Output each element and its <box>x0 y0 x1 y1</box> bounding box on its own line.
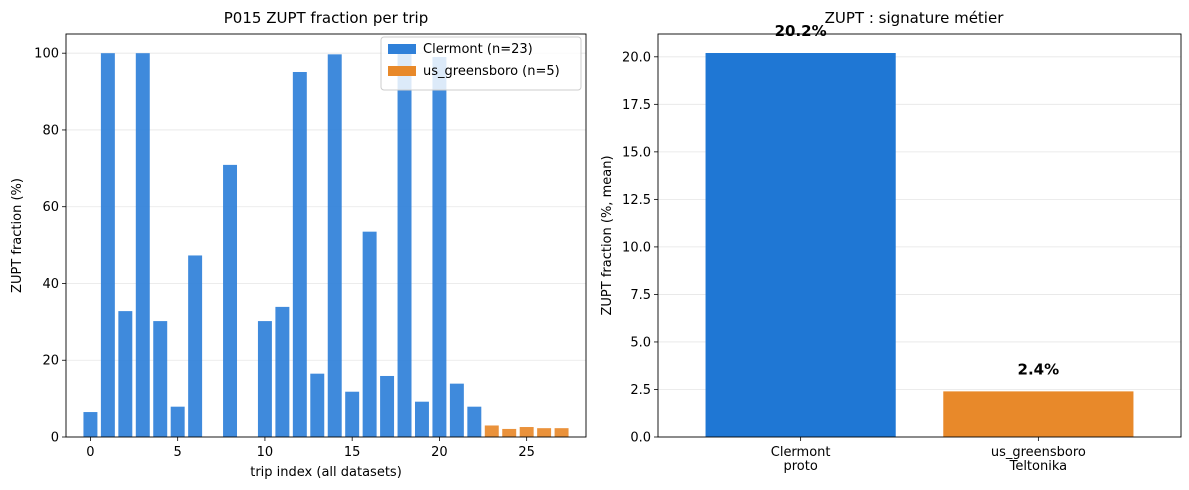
right-data-labels: 20.2% 2.4% <box>775 22 1060 378</box>
right-plot-frame <box>657 33 1182 438</box>
bar-us-greensboro <box>554 428 569 437</box>
right-data-label: 20.2% <box>775 22 827 40</box>
legend-label-clermont: Clermont (n=23) <box>423 42 533 57</box>
right-y-tick-label: 0.0 <box>630 431 651 446</box>
right-y-tick-label: 10.0 <box>622 240 651 255</box>
bar-clermont-mean <box>705 53 896 438</box>
left-y-axis-label: ZUPT fraction (%) <box>10 178 25 293</box>
bar-clermont <box>345 391 360 437</box>
right-y-axis-label: ZUPT fraction (%, mean) <box>600 155 615 315</box>
bar-clermont <box>153 321 168 437</box>
bar-us-greensboro <box>502 428 517 437</box>
right-data-label: 2.4% <box>1018 360 1060 378</box>
right-y-tick-label: 7.5 <box>630 288 651 303</box>
left-x-tick-label: 15 <box>344 445 361 460</box>
left-x-tick-label: 20 <box>431 445 448 460</box>
right-y-tick-label: 17.5 <box>622 98 651 113</box>
bar-clermont <box>257 321 272 437</box>
right-x-tick-label: Clermont <box>771 445 831 460</box>
right-x-tick-label: Teltonika <box>1009 459 1068 474</box>
left-plot-frame <box>65 33 587 438</box>
bar-us-greensboro-mean <box>943 391 1134 437</box>
left-y-tick-label: 0 <box>51 431 59 446</box>
legend-swatch-us-greensboro <box>388 66 416 76</box>
bar-us-greensboro <box>484 425 499 437</box>
left-x-tick-label: 10 <box>257 445 274 460</box>
bar-us-greensboro <box>519 427 534 437</box>
legend-swatch-clermont <box>388 44 416 54</box>
bar-clermont <box>100 53 115 437</box>
right-x-tick-label: us_greensboro <box>991 445 1086 460</box>
left-legend: Clermont (n=23) us_greensboro (n=5) <box>380 36 582 91</box>
bar-clermont <box>170 406 185 437</box>
right-y-axis-ticks: 0.0 2.5 5.0 7.5 10.0 12.5 15.0 17.5 20.0 <box>622 50 658 446</box>
left-x-axis-label: trip index (all datasets) <box>250 465 402 480</box>
left-x-axis-ticks: 0 5 10 15 20 25 <box>86 437 535 460</box>
bar-clermont <box>397 53 412 437</box>
left-y-tick-label: 100 <box>34 47 59 62</box>
legend-label-us-greensboro: us_greensboro (n=5) <box>423 64 560 79</box>
legend-frame <box>380 36 582 91</box>
bar-clermont <box>362 231 377 437</box>
right-chart-panel: ZUPT : signature métier 0.0 2.5 5.0 7.5 10.0… <box>600 9 1182 474</box>
bar-clermont <box>310 373 325 437</box>
bar-clermont <box>118 311 133 437</box>
bar-clermont <box>380 375 395 437</box>
right-x-tick-label: proto <box>783 459 817 474</box>
left-chart-panel: P015 ZUPT fraction per trip 020406080100… <box>10 9 587 480</box>
right-y-tick-label: 5.0 <box>630 335 651 350</box>
bar-clermont <box>292 71 307 438</box>
left-y-tick-label: 40 <box>42 277 59 292</box>
bar-clermont <box>414 401 429 437</box>
left-y-tick-label: 20 <box>42 354 59 369</box>
left-chart-bars <box>83 53 569 438</box>
left-y-axis-ticks: 0 20 40 60 80 100 <box>34 47 66 446</box>
left-y-tick-label: 60 <box>42 200 59 215</box>
right-chart-bars <box>705 53 1134 438</box>
bar-clermont <box>223 164 238 438</box>
left-x-tick-label: 5 <box>174 445 182 460</box>
bar-clermont <box>83 412 98 437</box>
bar-clermont <box>135 53 150 437</box>
right-y-tick-label: 15.0 <box>622 145 651 160</box>
bar-clermont <box>275 306 290 437</box>
right-y-tick-label: 20.0 <box>622 50 651 65</box>
bar-clermont <box>327 54 342 437</box>
right-y-tick-label: 12.5 <box>622 193 651 208</box>
bar-us-greensboro <box>537 428 552 437</box>
left-x-tick-label: 25 <box>518 445 535 460</box>
bar-clermont <box>188 255 203 437</box>
left-chart-title: P015 ZUPT fraction per trip <box>224 9 429 27</box>
left-y-tick-label: 80 <box>42 123 59 138</box>
left-x-tick-label: 0 <box>86 445 94 460</box>
bar-clermont <box>432 57 447 438</box>
right-y-tick-label: 2.5 <box>630 383 651 398</box>
right-chart-title: ZUPT : signature métier <box>825 9 1005 27</box>
bar-clermont <box>467 406 482 437</box>
bar-clermont <box>449 383 464 437</box>
